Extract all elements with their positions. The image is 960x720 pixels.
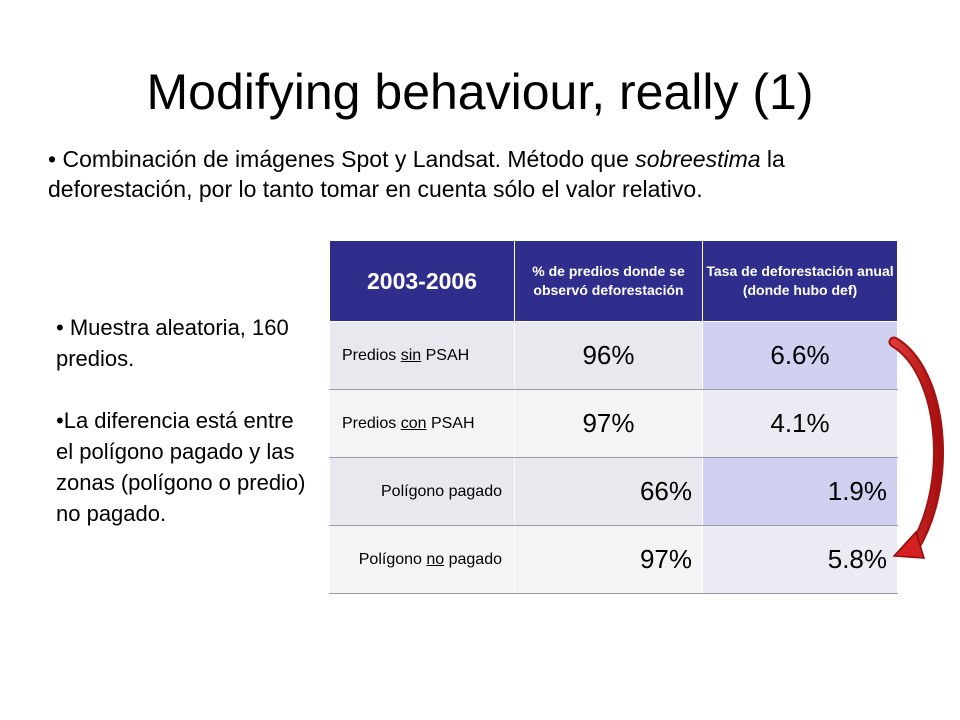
table-header-row: 2003-2006 % de predios donde se observó … (329, 240, 898, 322)
main-bullet-text-1: Combinación de imágenes Spot y Landsat. … (62, 146, 636, 172)
row-pct: 97% (514, 525, 703, 594)
main-bullet-italic: sobreestima (635, 146, 761, 172)
row-pct: 66% (514, 457, 703, 526)
row-label: Polígono pagado (329, 457, 515, 526)
table-row: Polígono no pagado 97% 5.8% (329, 525, 898, 594)
side-bullet-2: •La diferencia está entre el polígono pa… (56, 405, 306, 529)
deforestation-table: 2003-2006 % de predios donde se observó … (329, 240, 898, 594)
header-pct: % de predios donde se observó deforestac… (514, 240, 703, 322)
slide-title: Modifying behaviour, really (1) (146, 64, 814, 120)
side-bullets: • Muestra aleatoria, 160 predios. •La di… (56, 312, 306, 529)
header-year: 2003-2006 (329, 240, 515, 322)
row-pct: 97% (514, 389, 703, 458)
bullet-dot: • (56, 408, 64, 433)
bullet-dot: • (56, 315, 70, 340)
row-rate: 5.8% (702, 525, 898, 594)
row-pct: 96% (514, 321, 703, 390)
row-label: Predios sin PSAH (329, 321, 515, 390)
row-label: Predios con PSAH (329, 389, 515, 458)
side-bullet-1: • Muestra aleatoria, 160 predios. (56, 312, 306, 374)
row-rate: 4.1% (702, 389, 898, 458)
table-row: Polígono pagado 66% 1.9% (329, 457, 898, 526)
row-rate: 1.9% (702, 457, 898, 526)
side-bullet-1-text: Muestra aleatoria, 160 predios. (56, 315, 289, 371)
main-bullet: • Combinación de imágenes Spot y Landsat… (48, 144, 848, 204)
table-row: Predios con PSAH 97% 4.1% (329, 389, 898, 458)
header-rate: Tasa de deforestación anual (donde hubo … (702, 240, 898, 322)
row-rate: 6.6% (702, 321, 898, 390)
side-bullet-2-text: La diferencia está entre el polígono pag… (56, 408, 306, 526)
bullet-dot: • (48, 146, 63, 172)
main-bullet-text-2: la deforestación, por lo tanto tomar en … (48, 146, 785, 202)
table-row: Predios sin PSAH 96% 6.6% (329, 321, 898, 390)
curved-arrow-icon (888, 336, 944, 559)
row-label: Polígono no pagado (329, 525, 515, 594)
